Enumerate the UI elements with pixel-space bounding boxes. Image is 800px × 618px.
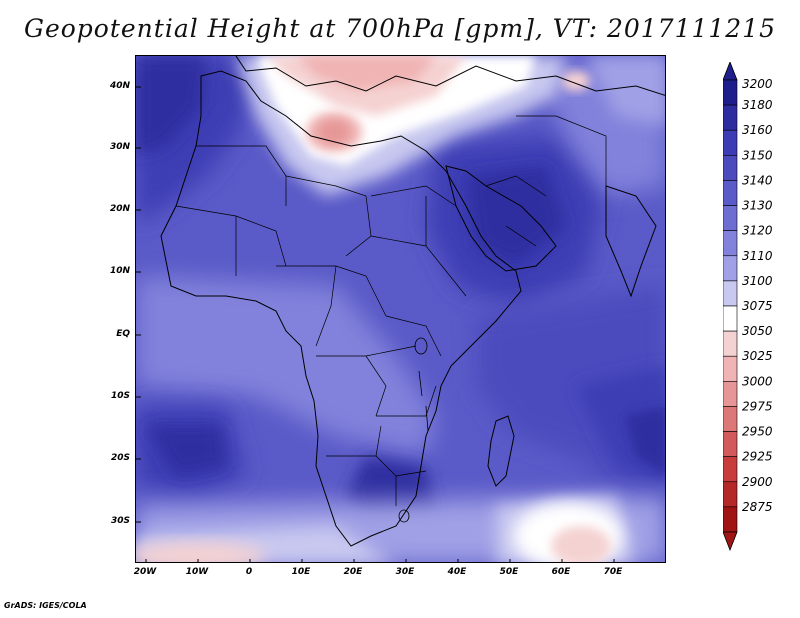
lat-label-40n: 40N	[109, 81, 130, 91]
colorbar-label: 2975	[742, 399, 773, 413]
colorbar-segment	[723, 481, 738, 508]
colorbar-segment	[723, 506, 738, 533]
lat-label-eq: EQ	[116, 329, 130, 339]
lat-label-10s: 10S	[110, 391, 130, 401]
lat-label-20s: 20S	[110, 453, 130, 463]
lat-label-20n: 20N	[109, 204, 130, 214]
lon-label-40e: 40E	[447, 567, 467, 577]
colorbar-label: 3150	[742, 148, 773, 162]
lon-label-10w: 10W	[185, 567, 209, 577]
lat-label-10n: 10N	[109, 266, 130, 276]
colorbar-label: 2950	[742, 425, 773, 439]
madagascar	[487, 415, 515, 487]
colorbar-segment	[723, 431, 738, 457]
colorbar-label: 3140	[742, 173, 773, 187]
colorbar-segment	[723, 205, 738, 231]
colorbar: 3200 3180 3160 3150 3140 3130 3120 3110 3100 3075…	[723, 62, 773, 552]
colorbar-label: 3200	[742, 77, 773, 91]
credit-text: GrADS: IGES/COLA	[4, 601, 87, 610]
colorbar-segment	[723, 381, 738, 407]
colorbar-segment	[723, 355, 738, 382]
europe-coast	[235, 56, 665, 96]
colorbar-segment	[723, 104, 738, 131]
colorbar-label: 3160	[742, 123, 773, 137]
lakes	[398, 337, 429, 523]
colorbar-segment	[723, 330, 738, 357]
colorbar-label: 2875	[742, 500, 773, 514]
colorbar-label: 3120	[742, 224, 773, 238]
colorbar-label: 3130	[742, 199, 773, 213]
africa-coastline	[160, 70, 522, 547]
coastlines	[160, 56, 665, 547]
india-coastline	[605, 185, 657, 298]
colorbar-label: 2925	[742, 450, 773, 464]
colorbar-arrow-top	[723, 62, 738, 81]
lon-label-20e: 20E	[343, 567, 363, 577]
colorbar-arrow-bottom	[723, 531, 738, 552]
height-field-shading	[136, 56, 665, 562]
lat-label-30s: 30S	[110, 516, 130, 526]
colorbar-label: 3075	[742, 299, 773, 313]
colorbar-segment	[723, 305, 738, 332]
lat-label-30n: 30N	[109, 142, 130, 152]
colorbar-segment	[723, 129, 738, 156]
colorbar-label: 3050	[742, 324, 773, 338]
country-borders	[175, 115, 607, 506]
colorbar-label: 3000	[742, 374, 773, 388]
colorbar-segment	[723, 155, 738, 181]
colorbar-segment	[723, 180, 738, 206]
colorbar-label: 3100	[742, 274, 773, 288]
chart-title: Geopotential Height at 700hPa [gpm], VT:…	[23, 14, 777, 43]
colorbar-label: 3110	[742, 249, 773, 263]
lon-label-60e: 60E	[551, 567, 571, 577]
colorbar-label: 2900	[742, 475, 773, 489]
colorbar-label: 3025	[742, 349, 773, 363]
lon-label-70e: 70E	[603, 567, 623, 577]
arabia-coastline	[445, 165, 557, 272]
colorbar-segment	[723, 230, 738, 257]
colorbar-segment	[723, 456, 738, 483]
map-plot	[136, 56, 665, 562]
lon-label-20w: 20W	[133, 567, 157, 577]
colorbar-label: 3180	[742, 98, 773, 112]
lon-label-10e: 10E	[291, 567, 311, 577]
colorbar-segment	[723, 280, 738, 307]
lon-label-50e: 50E	[499, 567, 519, 577]
map-panel	[135, 55, 666, 563]
colorbar-segment	[723, 79, 738, 106]
colorbar-segment	[723, 255, 738, 282]
colorbar-segment	[723, 406, 738, 432]
lon-label-0: 0	[245, 567, 253, 577]
lon-label-30e: 30E	[395, 567, 415, 577]
map-ticks	[136, 86, 615, 562]
